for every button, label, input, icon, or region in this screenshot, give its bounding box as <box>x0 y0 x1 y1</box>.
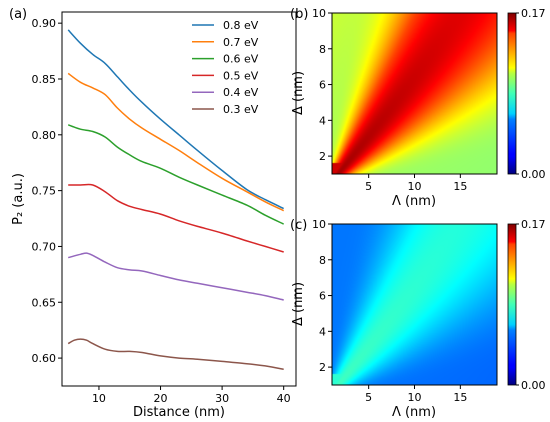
y-tick-label-a: 0.80 <box>32 129 57 142</box>
y-tick-label-a: 0.90 <box>32 17 57 30</box>
colorbar-label-b-bottom: 0.00 <box>521 168 546 181</box>
x-tick-label-c: 5 <box>365 391 372 404</box>
x-tick-label-a: 30 <box>215 392 229 405</box>
y-tick-label-b: 10 <box>312 7 326 20</box>
x-tick-label-b: 5 <box>365 180 372 193</box>
y-axis-label-b: Δ (nm) <box>291 71 306 115</box>
legend-entry: 0.7 eV <box>223 36 259 49</box>
series-line-0-3-ev <box>67 338 284 371</box>
legend-entry: 0.8 eV <box>223 19 259 32</box>
x-tick-label-b: 15 <box>453 180 467 193</box>
series-line-0-7-ev <box>67 72 285 212</box>
y-tick-label-c: 6 <box>319 290 326 303</box>
x-tick-label-c: 10 <box>408 391 422 404</box>
y-tick-label-b: 4 <box>319 114 326 127</box>
series-line-0-8-ev <box>67 29 285 210</box>
panel-label-a: (a) <box>9 7 27 22</box>
y-tick-label-c: 8 <box>319 254 326 267</box>
y-axis-label-c: Δ (nm) <box>291 282 306 326</box>
series-line-0-6-ev <box>67 124 285 225</box>
legend-entry: 0.6 eV <box>223 53 259 66</box>
colorbar-label-c-bottom: 0.00 <box>521 379 546 392</box>
heatmap-b: 5 10 15 2 4 6 8 10 Λ (nm) Δ (nm) 0.17 0.00 <box>291 7 546 209</box>
y-tick-label-a: 0.75 <box>32 185 57 198</box>
y-axis-label-a: P₂ (a.u.) <box>11 173 26 225</box>
plot-frame-a <box>61 11 297 387</box>
y-tick-label-c: 10 <box>312 218 326 231</box>
y-tick-label-c: 4 <box>319 325 326 338</box>
colorbar-label-b-top: 0.17 <box>521 7 546 20</box>
panel-label-b: (b) <box>290 7 308 22</box>
panel-label-c: (c) <box>290 218 307 233</box>
x-axis-label-a: Distance (nm) <box>133 405 225 420</box>
series-line-0-4-ev <box>68 252 284 301</box>
x-tick-label-a: 10 <box>92 392 106 405</box>
x-tick-label-a: 40 <box>277 392 291 405</box>
heatmap-c: 5 10 15 2 4 6 8 10 Λ (nm) Δ (nm) 0.17 0.00 <box>291 218 546 420</box>
x-tick-label-c: 15 <box>453 391 467 404</box>
y-tick-label-b: 6 <box>319 79 326 92</box>
line-chart-a: 10 20 30 40 0.60 0.65 0.70 0.75 0.80 0.85 0.90 Dis… <box>11 11 297 420</box>
y-tick-label-a: 0.70 <box>32 240 57 253</box>
legend-a: 0.8 eV 0.7 eV 0.6 eV 0.5 eV 0.4 eV 0.3 eV <box>192 19 259 116</box>
y-tick-label-a: 0.60 <box>32 352 57 365</box>
heatmap-canvas-c <box>332 224 497 385</box>
y-tick-label-b: 8 <box>319 43 326 56</box>
y-tick-label-a: 0.65 <box>32 296 57 309</box>
x-axis-label-b: Λ (nm) <box>392 194 436 209</box>
series-line-0-5-ev <box>68 183 284 253</box>
y-tick-label-c: 2 <box>319 361 326 374</box>
legend-entry: 0.4 eV <box>223 86 259 99</box>
colorbar-label-c-top: 0.17 <box>521 218 546 231</box>
y-tick-label-a: 0.85 <box>32 73 57 86</box>
legend-entry: 0.5 eV <box>223 69 259 82</box>
legend-entry: 0.3 eV <box>223 103 259 116</box>
x-tick-label-b: 10 <box>408 180 422 193</box>
colorbar-c <box>507 223 517 386</box>
colorbar-b <box>507 12 517 175</box>
x-axis-label-c: Λ (nm) <box>392 405 436 420</box>
y-tick-label-b: 2 <box>319 150 326 163</box>
heatmap-canvas-b <box>332 13 497 174</box>
x-tick-label-a: 20 <box>154 392 168 405</box>
